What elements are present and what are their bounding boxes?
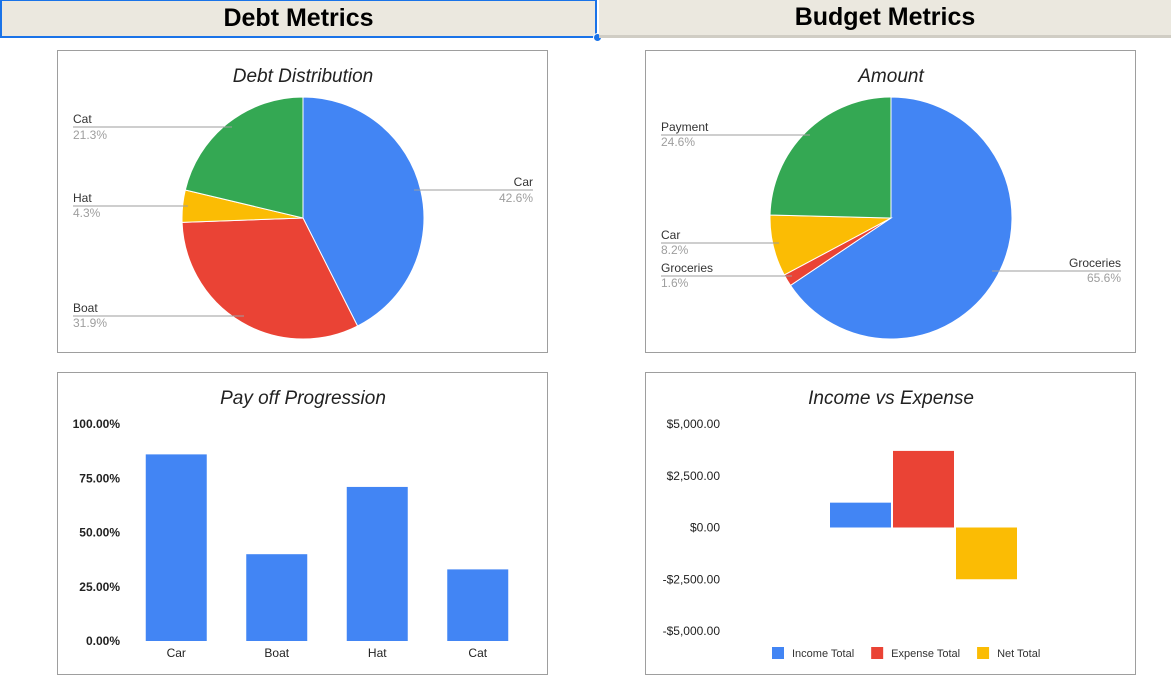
payoff-progression-chart[interactable]: Pay off Progression 0.00% 25.00% 50.00% 75.… [57,372,548,675]
y-tick-label: $5,000.00 [667,417,721,431]
legend-swatch-expense-total [871,647,884,659]
x-tick-label-hat: Hat [368,646,387,660]
pie-slice-cat-3[interactable] [184,96,304,219]
y-tick-label: $2,500.00 [667,469,721,483]
chart-title: Debt Distribution [233,66,373,87]
slice-pct-groceries-small: 1.6% [661,276,689,290]
chart-title: Amount [857,66,924,87]
y-tick-label: 75.00% [79,471,120,485]
slice-label-payment: Payment [661,120,709,134]
y-tick-label: 100.00% [73,417,121,431]
bar-car[interactable] [145,454,207,641]
x-tick-label-car: Car [167,646,186,660]
legend-label-expense-total: Expense Total [891,648,960,660]
slice-pct-car: 42.6% [499,191,533,205]
amount-svg: Amount Payment 24.6% Car 8.2% Groceries … [661,66,1121,340]
bar-boat[interactable] [246,554,308,641]
chart-title: Income vs Expense [808,388,974,409]
bar-hat[interactable] [346,486,408,641]
budget-metrics-header[interactable]: Budget Metrics [599,0,1171,38]
pie-slice-boat-1[interactable] [181,217,359,340]
x-tick-label-boat: Boat [264,646,289,660]
slice-pct-boat: 31.9% [73,316,107,330]
legend-label-net-total: Net Total [997,648,1040,660]
debt-distribution-chart[interactable]: Debt Distribution Cat 21.3% Hat 4.3% Boa… [57,50,548,353]
x-tick-label-cat: Cat [468,646,487,660]
slice-label-cat: Cat [73,112,92,126]
y-tick-label: -$5,000.00 [663,624,721,638]
slice-pct-car: 8.2% [661,243,689,257]
y-tick-label: -$2,500.00 [663,572,721,586]
slice-pct-cat: 21.3% [73,128,107,142]
slice-label-groceries: Groceries [1069,256,1121,270]
pie-slice-payment-3[interactable] [769,96,892,219]
bar-net-total[interactable] [956,527,1017,580]
slice-pct-hat: 4.3% [73,206,101,220]
legend-label-income-total: Income Total [792,648,854,660]
bar-income-total[interactable] [830,502,891,528]
bar-expense-total[interactable] [893,450,954,528]
y-tick-label: 0.00% [86,634,120,648]
slice-label-hat: Hat [73,191,92,205]
y-tick-label: 25.00% [79,580,120,594]
payoff-progression-svg: Pay off Progression 0.00% 25.00% 50.00% 75.… [73,388,509,660]
pie-slice-groceries-0[interactable] [789,96,1013,340]
debt-metrics-title: Debt Metrics [223,4,374,32]
slice-label-boat: Boat [73,301,98,315]
income-vs-expense-svg: Income vs Expense -$5,000.00 -$2,500.00 $0… [663,388,1041,660]
debt-metrics-header[interactable]: Debt Metrics [0,0,597,38]
slice-label-car: Car [514,175,533,189]
amount-chart[interactable]: Amount Payment 24.6% Car 8.2% Groceries … [645,50,1136,353]
slice-pct-payment: 24.6% [661,135,695,149]
income-vs-expense-chart[interactable]: Income vs Expense -$5,000.00 -$2,500.00 $0… [645,372,1136,675]
debt-distribution-svg: Debt Distribution Cat 21.3% Hat 4.3% Boa… [73,66,533,340]
y-tick-label: 50.00% [79,526,120,540]
budget-metrics-title: Budget Metrics [794,3,976,31]
bar-cat[interactable] [447,569,509,641]
y-tick-label: $0.00 [690,521,720,535]
slice-pct-groceries: 65.6% [1087,271,1121,285]
legend-swatch-net-total [977,647,990,659]
slice-label-car: Car [661,228,680,242]
legend-swatch-income-total [772,647,784,659]
chart-title: Pay off Progression [220,388,386,409]
slice-label-groceries-small: Groceries [661,261,713,275]
